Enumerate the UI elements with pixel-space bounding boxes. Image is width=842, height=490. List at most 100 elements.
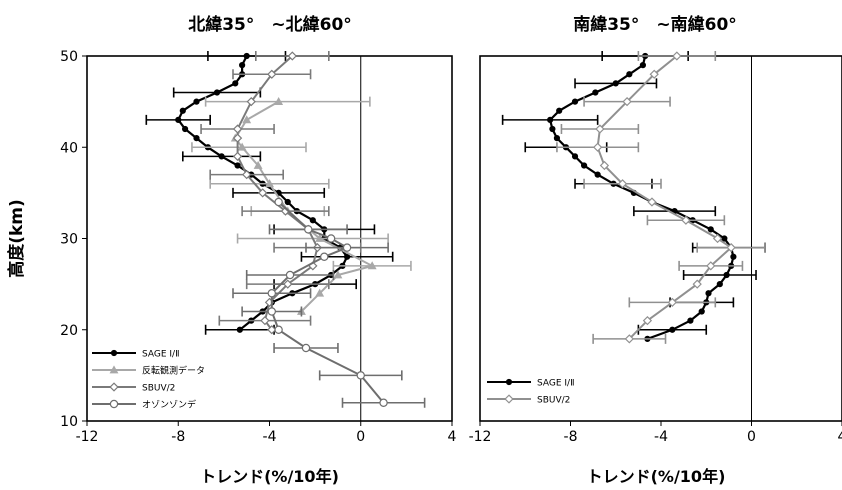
data-point: [232, 133, 243, 143]
data-point: [301, 343, 311, 353]
data-point: [175, 116, 182, 123]
data-point: [236, 326, 243, 333]
y-axis-label: 高度(km): [6, 199, 27, 278]
data-point: [237, 142, 247, 151]
data-point: [309, 217, 316, 224]
legend-label: SAGE Ⅰ/Ⅱ: [142, 350, 180, 360]
legend-marker: [504, 394, 514, 404]
data-point: [315, 288, 325, 297]
series-line: [548, 55, 735, 340]
data-point: [571, 98, 579, 105]
data-point: [705, 290, 712, 297]
legend-marker: [109, 382, 119, 392]
x-tick-label: 0: [356, 429, 365, 445]
error-bar: [682, 270, 757, 280]
panel-southern-hemisphere: 南緯35° ~南緯60° -12 -8 -4 0 4 トレンド(%/10年) SAGE Ⅰ/Ⅱ…: [469, 14, 842, 486]
data-point: [213, 89, 221, 96]
x-tick-label: -4: [263, 429, 277, 445]
legend-label: SAGE Ⅰ/Ⅱ: [537, 379, 575, 389]
data-point: [218, 153, 225, 160]
data-point: [687, 317, 694, 324]
data-point: [232, 124, 243, 134]
y-tick-label: 20: [60, 323, 78, 339]
x-tick-label: -12: [76, 429, 99, 445]
data-point: [343, 253, 351, 260]
data-point: [730, 253, 737, 260]
data-point: [356, 371, 365, 380]
data-point: [595, 124, 605, 134]
data-point: [669, 326, 676, 333]
legend-marker: [109, 365, 119, 374]
legend-background: [88, 343, 224, 413]
x-tick-label: 4: [448, 429, 457, 445]
series-line: [234, 100, 375, 313]
data-point: [267, 69, 277, 79]
data-point: [612, 80, 619, 87]
data-point: [267, 289, 276, 298]
series-line: [270, 201, 385, 404]
data-point: [726, 242, 736, 253]
legend: SAGE Ⅰ/Ⅱ SBUV/2: [483, 372, 615, 408]
y-tick-label: 10: [60, 414, 78, 430]
x-axis-label: トレンド(%/10年): [587, 467, 726, 486]
data-point: [283, 279, 293, 289]
data-point: [639, 62, 647, 69]
data-point: [193, 135, 200, 142]
data-point: [333, 270, 343, 279]
x-tick-label: -8: [171, 429, 185, 445]
data-point: [246, 96, 256, 107]
data-point: [284, 198, 291, 206]
data-point: [179, 107, 186, 114]
legend-label: SBUV/2: [142, 384, 175, 394]
data-point: [267, 307, 276, 316]
data-point: [624, 334, 634, 344]
data-point: [260, 315, 270, 326]
data-point: [258, 188, 268, 198]
data-point: [594, 171, 601, 178]
data-point: [549, 125, 556, 133]
series-1: [556, 51, 766, 344]
data-point: [599, 160, 610, 171]
data-point: [647, 197, 657, 207]
data-point: [193, 98, 200, 105]
chart-title: 南緯35° ~南緯60°: [573, 14, 737, 35]
plot-frame: [479, 55, 842, 422]
data-point: [265, 179, 274, 188]
x-axis-label: トレンド(%/10年): [200, 467, 339, 486]
series-3: [232, 197, 426, 408]
y-tick-label: 50: [60, 49, 78, 65]
legend-marker: [110, 349, 118, 357]
data-point: [239, 62, 246, 69]
data-point: [242, 115, 252, 124]
data-point: [706, 261, 716, 271]
legend-label: SBUV/2: [537, 396, 570, 406]
data-point: [580, 162, 588, 169]
data-point: [712, 233, 723, 244]
data-point: [723, 271, 730, 279]
error-bar: [204, 96, 371, 107]
data-point: [232, 151, 243, 162]
x-tick-label: 4: [838, 429, 842, 445]
data-point: [379, 398, 388, 407]
data-point: [342, 243, 352, 252]
data-point: [649, 69, 659, 79]
error-bar: [191, 142, 307, 153]
data-point: [547, 116, 554, 123]
chart-title: 北緯35° ~北緯60°: [188, 14, 352, 35]
data-point: [285, 270, 295, 280]
legend-background: [483, 372, 615, 408]
y-tick-label: 30: [60, 232, 78, 248]
data-point: [556, 107, 563, 114]
y-tick-label: 40: [60, 140, 78, 156]
data-point: [672, 51, 682, 61]
legend-label: 反転観測データ: [142, 365, 205, 377]
data-point: [287, 51, 297, 61]
legend: SAGE Ⅰ/Ⅱ 反転観測データ SBUV/2 オゾンゾンデ: [88, 343, 224, 413]
data-point: [707, 226, 714, 233]
legend-label: オゾンゾンデ: [142, 399, 196, 411]
data-point: [642, 315, 653, 326]
data-point: [553, 135, 561, 142]
data-point: [698, 308, 705, 315]
data-point: [274, 96, 284, 106]
data-point: [253, 160, 263, 169]
